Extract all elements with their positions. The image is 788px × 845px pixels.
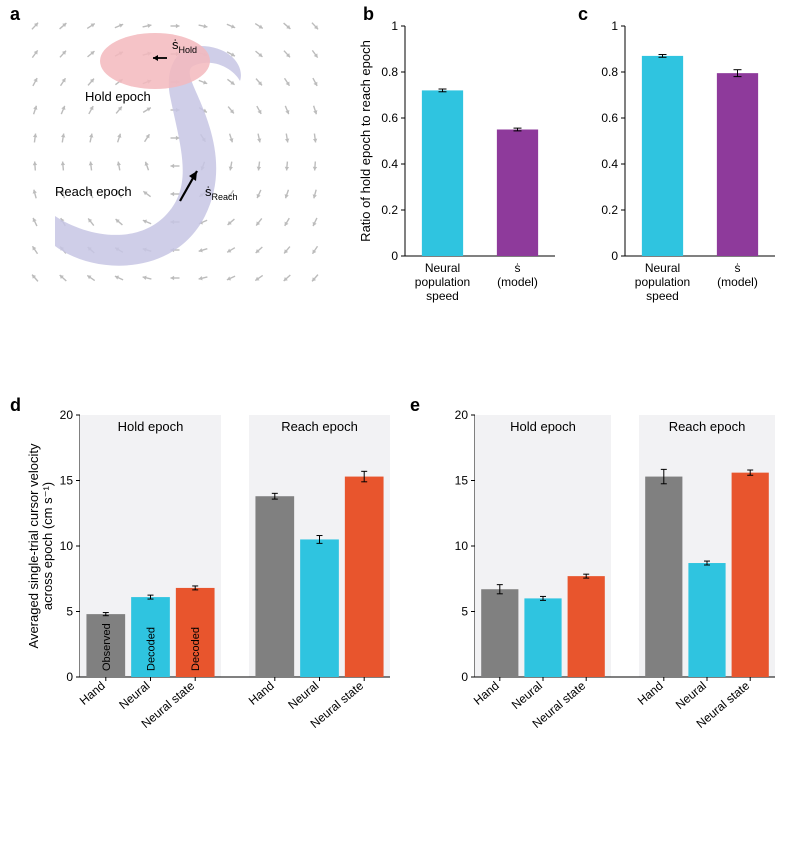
svg-text:Hand: Hand — [77, 679, 108, 708]
svg-text:0.4: 0.4 — [381, 157, 398, 171]
bar — [422, 90, 463, 256]
svg-text:20: 20 — [455, 408, 469, 422]
panel-label-a: a — [10, 4, 20, 25]
bar — [345, 477, 384, 677]
bar — [300, 539, 339, 677]
svg-text:Averaged single-trial cursor v: Averaged single-trial cursor velocity — [26, 443, 41, 648]
svg-text:0: 0 — [611, 249, 618, 263]
svg-text:10: 10 — [60, 539, 74, 553]
bar — [255, 496, 294, 677]
svg-text:0.6: 0.6 — [381, 111, 398, 125]
bar — [524, 598, 561, 677]
svg-text:Neural: Neural — [116, 679, 152, 712]
svg-text:Reach epoch: Reach epoch — [669, 419, 746, 434]
svg-text:speed: speed — [646, 289, 679, 303]
svg-text:Neural: Neural — [425, 261, 460, 275]
svg-text:0: 0 — [391, 249, 398, 263]
bar — [568, 576, 605, 677]
svg-text:10: 10 — [455, 539, 469, 553]
svg-text:1: 1 — [391, 19, 398, 33]
bar — [642, 56, 683, 256]
bar — [717, 73, 758, 256]
svg-text:speed: speed — [426, 289, 459, 303]
svg-text:20: 20 — [60, 408, 74, 422]
bar — [688, 563, 725, 677]
svg-text:Hold epoch: Hold epoch — [118, 419, 184, 434]
svg-text:0.2: 0.2 — [601, 203, 618, 217]
svg-text:15: 15 — [455, 474, 469, 488]
svg-text:across epoch (cm s⁻¹): across epoch (cm s⁻¹) — [40, 482, 55, 610]
svg-text:Reach epoch: Reach epoch — [281, 419, 358, 434]
svg-text:Decoded: Decoded — [190, 627, 202, 671]
bar — [481, 589, 518, 677]
svg-text:0.4: 0.4 — [601, 157, 618, 171]
panel-b-chart: 0 0.2 0.4 0.6 0.8 1 Ratio of hold epoch to rea… — [355, 16, 565, 336]
svg-text:Neural: Neural — [285, 679, 321, 712]
bar — [645, 477, 682, 677]
svg-text:Neural: Neural — [645, 261, 680, 275]
svg-text:population: population — [415, 275, 470, 289]
svg-text:0.8: 0.8 — [601, 65, 618, 79]
svg-text:0.8: 0.8 — [381, 65, 398, 79]
svg-text:0.2: 0.2 — [381, 203, 398, 217]
svg-text:5: 5 — [66, 605, 73, 619]
panel-a-schematic: ṡHold ṡReach Hold epoch Reach epoch — [25, 16, 325, 296]
svg-text:population: population — [635, 275, 690, 289]
svg-text:1: 1 — [611, 19, 618, 33]
svg-text:0: 0 — [66, 670, 73, 684]
svg-text:ṡ: ṡ — [735, 261, 741, 275]
hold-blob — [100, 33, 210, 89]
panel-d-chart: 0 5 10 15 20 Averaged single-trial cursor vel… — [20, 405, 400, 835]
panel-e-chart: 05101520Hold epochHandNeuralNeural state… — [415, 405, 785, 835]
svg-text:Hand: Hand — [246, 679, 277, 708]
svg-text:0.6: 0.6 — [601, 111, 618, 125]
svg-text:5: 5 — [461, 605, 468, 619]
svg-text:ṡ: ṡ — [515, 261, 521, 275]
svg-text:Decoded: Decoded — [146, 627, 158, 671]
svg-text:Observed: Observed — [101, 623, 113, 671]
svg-text:Ratio of hold epoch to reach e: Ratio of hold epoch to reach epoch — [358, 40, 373, 242]
reach-epoch-text: Reach epoch — [55, 184, 132, 199]
bar — [732, 473, 769, 677]
svg-text:15: 15 — [60, 474, 74, 488]
svg-text:Hand: Hand — [471, 679, 502, 708]
svg-text:(model): (model) — [717, 275, 758, 289]
svg-text:0: 0 — [461, 670, 468, 684]
svg-text:(model): (model) — [497, 275, 538, 289]
svg-text:Neural: Neural — [509, 679, 545, 712]
hold-epoch-text: Hold epoch — [85, 89, 151, 104]
svg-text:Hand: Hand — [635, 679, 666, 708]
svg-text:Hold epoch: Hold epoch — [510, 419, 576, 434]
svg-text:Neural: Neural — [673, 679, 709, 712]
bar — [497, 130, 538, 257]
panel-c-chart: 0 0.2 0.4 0.6 0.8 1 Neuralpopulationspeed ṡ(mod… — [575, 16, 785, 336]
